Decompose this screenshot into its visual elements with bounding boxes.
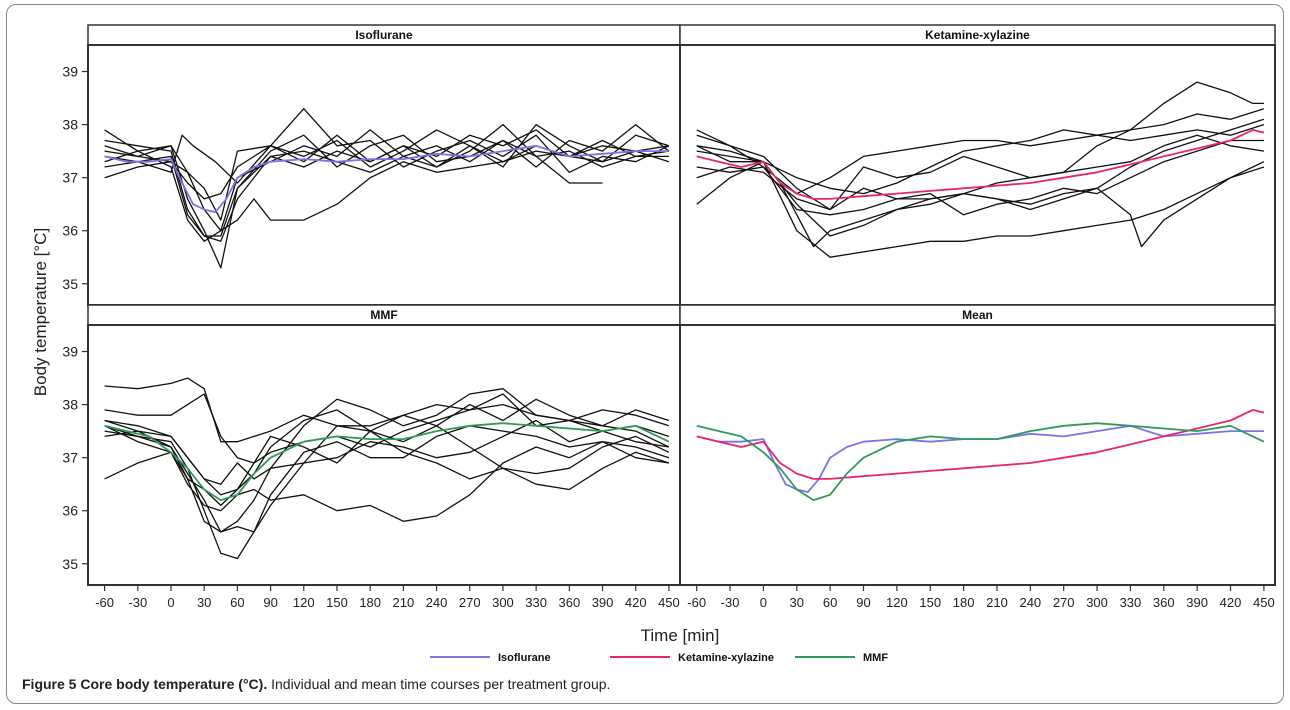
y-tick-label: 39 — [62, 64, 78, 80]
x-tick-label: -60 — [95, 595, 114, 610]
x-tick-label: 420 — [1220, 595, 1242, 610]
x-tick-label: 360 — [558, 595, 580, 610]
x-tick-label: 30 — [790, 595, 804, 610]
mean-series-line — [104, 144, 669, 213]
x-tick-label: -30 — [721, 595, 740, 610]
x-tick-label: 180 — [953, 595, 975, 610]
x-tick-label: 390 — [1186, 595, 1208, 610]
x-tick-label: 330 — [1120, 595, 1142, 610]
panel-title: MMF — [370, 308, 397, 322]
figure-frame — [6, 4, 1284, 704]
panel-lines — [696, 409, 1265, 501]
x-tick-label: 60 — [230, 595, 244, 610]
individual-series-line — [696, 108, 1265, 195]
x-tick-label: 240 — [1019, 595, 1041, 610]
x-tick-label: 120 — [886, 595, 908, 610]
x-axis-label: Time [min] — [641, 626, 720, 645]
panel-title: Ketamine-xylazine — [925, 28, 1030, 42]
panel-title: Isoflurane — [355, 28, 413, 42]
individual-series-line — [104, 425, 670, 522]
y-tick-label: 37 — [62, 170, 78, 186]
x-tick-label: 420 — [625, 595, 647, 610]
x-tick-label: 300 — [1086, 595, 1108, 610]
x-tick-label: 90 — [263, 595, 277, 610]
x-tick-label: 180 — [359, 595, 381, 610]
panel-isoflurane: Isoflurane — [87, 24, 681, 306]
panel-plot-area — [87, 44, 681, 306]
panels-layer: Isoflurane Ketamine-xylazine MMF Mean — [87, 24, 1276, 586]
panel-plot-area — [87, 324, 681, 586]
x-tick-label: 0 — [760, 595, 767, 610]
panel-mmf: MMF — [87, 304, 681, 586]
x-tick-label: 90 — [856, 595, 870, 610]
x-tick-label: -60 — [687, 595, 706, 610]
figure-caption: Figure 5 Core body temperature (°C). Ind… — [22, 676, 610, 692]
x-tick-label: 390 — [592, 595, 614, 610]
individual-series-line — [104, 129, 670, 184]
y-tick-label: 38 — [62, 117, 78, 133]
x-tick-label: 120 — [293, 595, 315, 610]
x-tick-label: 30 — [197, 595, 211, 610]
individual-series-line — [104, 388, 670, 533]
panel-lines — [696, 81, 1265, 258]
individual-series-line — [696, 134, 1265, 216]
panel-mean: Mean — [679, 304, 1276, 586]
caption-bold-text: Core body temperature (°C). — [80, 676, 268, 692]
individual-series-line — [104, 430, 670, 507]
mean-series-line-isoflurane — [696, 424, 1264, 493]
y-tick-label: 36 — [62, 503, 78, 519]
x-tick-label: 270 — [459, 595, 481, 610]
y-tick-label: 39 — [62, 344, 78, 360]
individual-series-line — [696, 81, 1264, 211]
x-tick-label: 150 — [919, 595, 941, 610]
mean-series-line — [104, 422, 670, 501]
individual-series-line — [104, 398, 670, 496]
x-tick-label: 210 — [986, 595, 1008, 610]
x-tick-label: 300 — [492, 595, 514, 610]
x-tick-label: 450 — [658, 595, 680, 610]
x-tick-label: 270 — [1053, 595, 1075, 610]
caption-text: Individual and mean time courses per tre… — [271, 676, 611, 692]
x-tick-label: 360 — [1153, 595, 1175, 610]
individual-series-line — [696, 145, 1265, 258]
x-tick-label: 150 — [326, 595, 348, 610]
caption-label: Figure 5 — [22, 676, 77, 692]
y-tick-label: 35 — [62, 276, 78, 292]
individual-series-line — [104, 123, 670, 237]
panel-lines — [104, 108, 670, 269]
y-tick-label: 36 — [62, 223, 78, 239]
y-tick-label: 37 — [62, 450, 78, 466]
mean-series-line — [696, 129, 1265, 200]
panel-title: Mean — [962, 308, 993, 322]
y-tick-label: 35 — [62, 556, 78, 572]
x-tick-label: 0 — [167, 595, 174, 610]
individual-series-line — [696, 118, 1265, 237]
legend-label: Isoflurane — [498, 652, 551, 664]
legend: Isoflurane Ketamine-xylazine MMF — [430, 652, 888, 664]
panel-plot-area — [679, 44, 1276, 306]
panel-lines — [104, 377, 670, 560]
individual-series-line — [696, 139, 1264, 216]
x-tick-label: 450 — [1253, 595, 1275, 610]
mean-series-line-ketamine-xylazine — [696, 409, 1265, 480]
mean-series-line-mmf — [696, 422, 1265, 501]
panel-ketamine-xylazine: Ketamine-xylazine — [679, 24, 1276, 306]
x-tick-label: 240 — [426, 595, 448, 610]
x-tick-label: -30 — [128, 595, 147, 610]
legend-label: Ketamine-xylazine — [678, 652, 774, 664]
legend-label: MMF — [863, 652, 888, 664]
axes-layer: 35 36 37 38 39 35 36 37 38 39 -60 -30 0 30 60 90 120 150 1… — [62, 64, 1274, 610]
y-tick-label: 38 — [62, 397, 78, 413]
panel-plot-area — [679, 324, 1276, 586]
x-tick-label: 60 — [823, 595, 837, 610]
y-axis-label: Body temperature [°C] — [31, 228, 50, 396]
individual-series-line — [104, 123, 670, 221]
x-tick-label: 330 — [525, 595, 547, 610]
x-tick-label: 210 — [393, 595, 415, 610]
